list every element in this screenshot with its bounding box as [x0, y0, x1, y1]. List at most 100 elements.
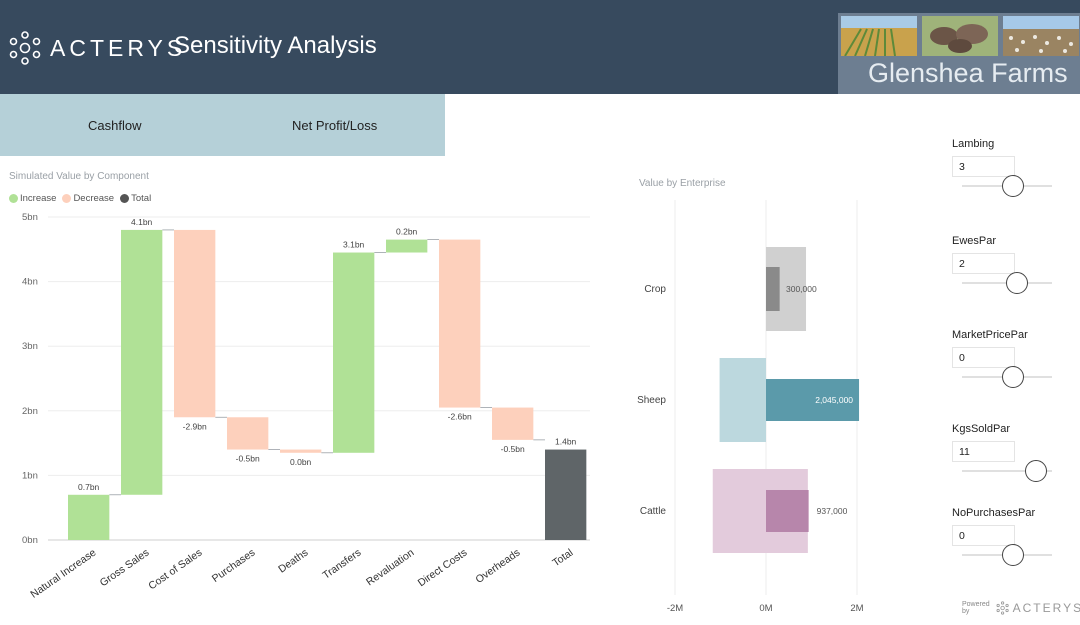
y-tick-label: 1bn [22, 470, 38, 481]
slicer-lambing: Lambing 3 [952, 138, 1072, 207]
slider-thumb[interactable] [1006, 272, 1028, 294]
legend-total-label: Total [131, 193, 152, 204]
acterys-logo: ACTERYS [8, 30, 186, 66]
slider-thumb[interactable] [1025, 460, 1047, 482]
crop-field-photo [841, 16, 917, 56]
acterys-footer-icon [996, 601, 1010, 615]
waterfall-bar-purchases [227, 417, 269, 450]
slicer-ewespar: EwesPar 2 [952, 235, 1072, 304]
slider-thumb[interactable] [1002, 544, 1024, 566]
slicer-label: NoPurchasesPar [952, 507, 1036, 519]
x-category-label: Natural Increase [28, 547, 98, 601]
slicer-nopurchasespar: NoPurchasesPar 0 [952, 507, 1072, 576]
slicer-value-input[interactable]: 2 [952, 253, 1015, 274]
waterfall-data-label: -0.5bn [501, 444, 525, 454]
page-title: Sensitivity Analysis [174, 32, 377, 59]
legend-decrease-label: Decrease [73, 193, 115, 204]
powered-by-label: Powered by [962, 601, 990, 615]
y-tick-label: 5bn [22, 212, 38, 223]
livestock-photo [922, 16, 998, 56]
legend-increase[interactable]: Increase [9, 193, 56, 204]
waterfall-bar-overheads [492, 407, 534, 440]
enterprise-data-label: 2,045,000 [815, 395, 853, 405]
waterfall-bar-cost-of-sales [174, 229, 216, 418]
tab-net-profit-loss[interactable]: Net Profit/Loss [292, 118, 378, 133]
slicer-marketpricepar: MarketPricePar 0 [952, 329, 1072, 398]
waterfall-bar-transfers [333, 252, 375, 453]
slider [952, 272, 1072, 304]
legend-increase-label: Increase [20, 193, 57, 204]
slicer-value-input[interactable]: 0 [952, 347, 1015, 368]
x-tick-label: 2M [850, 603, 863, 614]
waterfall-bar-total [545, 449, 587, 540]
x-category-label: Total [550, 547, 575, 570]
brand-banner: Glenshea Farms [838, 13, 1080, 94]
enterprise-bar-sheep [766, 379, 860, 421]
y-tick-label: 2bn [22, 406, 38, 417]
y-tick-label: 4bn [22, 277, 38, 288]
waterfall-bar-deaths [280, 449, 322, 453]
x-tick-label: -2M [667, 603, 683, 614]
x-category-label: Revaluation [364, 547, 416, 589]
waterfall-data-label: 0.0bn [290, 457, 312, 467]
x-category-label: Overheads [473, 547, 522, 586]
waterfall-data-label: -0.5bn [236, 454, 260, 464]
waterfall-bar-revaluation [386, 239, 428, 253]
waterfall-chart: 0bn 1bn 2bn 3bn 4bn 5bn 0.7bn Natural Increase 4… [22, 212, 590, 601]
waterfall-data-label: 3.1bn [343, 240, 365, 250]
waterfall-data-label: 1.4bn [555, 437, 577, 447]
x-category-label: Purchases [210, 547, 258, 585]
slider-thumb[interactable] [1002, 366, 1024, 388]
enterprise-data-label: 300,000 [786, 284, 817, 294]
waterfall-data-label: -2.9bn [183, 421, 207, 431]
brand-name: Glenshea Farms [868, 58, 1068, 88]
slicer-kgssoldpar: KgsSoldPar 11 [952, 423, 1072, 492]
legend-decrease[interactable]: Decrease [62, 193, 114, 204]
waterfall-data-label: 4.1bn [131, 217, 153, 227]
legend-total-swatch [120, 194, 130, 203]
legend-increase-swatch [9, 194, 18, 203]
header-bar: ACTERYS Sensitivity Analysis [0, 0, 1080, 94]
enterprise-data-label: 937,000 [817, 506, 848, 516]
x-category-label: Cost of Sales [146, 547, 204, 593]
enterprise-range-sheep [719, 358, 766, 442]
waterfall-chart-title: Simulated Value by Component [9, 171, 149, 182]
slicer-value-input[interactable]: 3 [952, 156, 1015, 177]
cotton-field-photo [1003, 16, 1079, 56]
slider [952, 460, 1072, 492]
y-tick-label: 0bn [22, 535, 38, 546]
slicer-value-input[interactable]: 0 [952, 525, 1015, 546]
tab-bar: Cashflow Net Profit/Loss [0, 94, 445, 156]
legend-decrease-swatch [62, 194, 72, 203]
waterfall-legend: Increase Decrease Total [9, 193, 157, 204]
enterprise-range-cattle [712, 469, 766, 553]
y-tick-label: 3bn [22, 341, 38, 352]
slider [952, 544, 1072, 576]
legend-total[interactable]: Total [120, 193, 151, 204]
x-tick-label: 0M [759, 603, 772, 614]
slicer-label: Lambing [952, 138, 995, 150]
waterfall-bar-direct-costs [439, 239, 481, 408]
slider [952, 175, 1072, 207]
waterfall-data-label: 0.7bn [78, 482, 100, 492]
slicer-label: MarketPricePar [952, 329, 1028, 341]
slider-thumb[interactable] [1002, 175, 1024, 197]
enterprise-bar-crop [766, 267, 780, 311]
enterprise-chart-title: Value by Enterprise [639, 178, 726, 189]
x-category-label: Direct Costs [416, 547, 470, 590]
enterprise-bar-cattle [766, 490, 809, 532]
logo-text: ACTERYS [50, 34, 187, 61]
slicer-label: EwesPar [952, 235, 997, 247]
tab-cashflow[interactable]: Cashflow [88, 118, 142, 133]
waterfall-bar-gross-sales [121, 229, 163, 495]
x-category-label: Transfers [320, 547, 363, 582]
x-category-label: Gross Sales [98, 547, 152, 590]
acterys-logo-icon [9, 31, 41, 65]
slider-track[interactable] [962, 470, 1052, 472]
slicer-label: KgsSoldPar [952, 423, 1011, 435]
enterprise-category-label: Sheep [637, 395, 666, 406]
footer-logo-text: ACTERYS [1012, 601, 1080, 615]
enterprise-chart: -2M 0M 2M 300,000 Crop 2,045,000 Sheep 937,000 C… [637, 200, 864, 614]
slicer-value-input[interactable]: 11 [952, 441, 1015, 462]
enterprise-category-label: Crop [644, 284, 666, 295]
